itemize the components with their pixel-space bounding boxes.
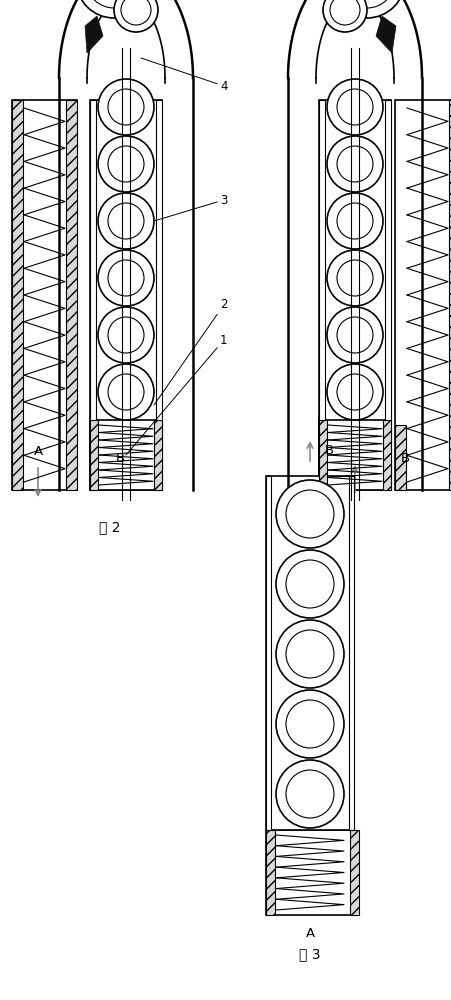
Bar (265, 476, 271, 830)
Text: 1: 1 (126, 334, 227, 455)
Text: 3: 3 (154, 194, 227, 221)
Bar (382, 420, 390, 490)
Bar (90, 420, 161, 490)
Bar (318, 100, 324, 490)
Circle shape (86, 0, 142, 8)
Circle shape (108, 89, 144, 125)
Circle shape (108, 146, 144, 182)
Circle shape (285, 770, 333, 818)
Bar (265, 476, 353, 830)
Circle shape (285, 560, 333, 608)
Circle shape (285, 700, 333, 748)
Circle shape (276, 480, 343, 548)
Circle shape (276, 760, 343, 828)
Circle shape (98, 364, 154, 420)
Circle shape (285, 490, 333, 538)
Polygon shape (85, 16, 103, 53)
Bar (265, 830, 274, 915)
Circle shape (326, 79, 382, 135)
Bar (394, 425, 405, 490)
Circle shape (336, 260, 372, 296)
Text: A: A (33, 445, 42, 458)
Circle shape (326, 136, 382, 192)
Circle shape (98, 79, 154, 135)
Bar (66, 100, 77, 490)
Circle shape (328, 0, 404, 18)
Circle shape (336, 374, 372, 410)
Bar (348, 476, 353, 830)
Circle shape (326, 193, 382, 249)
Bar (384, 100, 390, 490)
Bar (318, 420, 390, 490)
Bar (12, 100, 23, 490)
Circle shape (326, 364, 382, 420)
Text: B: B (400, 452, 409, 465)
Bar (448, 100, 451, 490)
Circle shape (326, 250, 382, 306)
Circle shape (98, 193, 154, 249)
Bar (156, 100, 161, 490)
Bar (154, 420, 161, 490)
Text: 7: 7 (0, 999, 1, 1000)
Circle shape (336, 146, 372, 182)
Text: 图 3: 图 3 (299, 947, 320, 961)
Bar (318, 100, 390, 490)
Circle shape (322, 0, 366, 32)
Bar (265, 830, 353, 915)
Bar (349, 830, 358, 915)
Circle shape (76, 0, 152, 18)
Circle shape (114, 0, 158, 32)
Bar (90, 100, 96, 490)
Bar (394, 100, 451, 490)
Bar (90, 420, 98, 490)
Circle shape (98, 136, 154, 192)
Text: 图 2: 图 2 (99, 520, 120, 534)
Circle shape (329, 0, 359, 25)
Text: 6: 6 (0, 999, 1, 1000)
Circle shape (108, 260, 144, 296)
Circle shape (108, 317, 144, 353)
Polygon shape (375, 16, 395, 53)
Bar (90, 100, 161, 490)
Circle shape (108, 374, 144, 410)
Circle shape (336, 89, 372, 125)
Bar (318, 420, 326, 490)
Circle shape (121, 0, 151, 25)
Circle shape (276, 550, 343, 618)
Circle shape (336, 317, 372, 353)
Text: B: B (115, 452, 124, 465)
Text: 5: 5 (0, 999, 1, 1000)
Circle shape (336, 203, 372, 239)
Circle shape (338, 0, 394, 8)
Text: 2: 2 (154, 298, 227, 405)
Bar (12, 100, 77, 490)
Circle shape (276, 690, 343, 758)
Text: B: B (324, 444, 333, 458)
Circle shape (98, 307, 154, 363)
Circle shape (108, 203, 144, 239)
Circle shape (98, 250, 154, 306)
Circle shape (285, 630, 333, 678)
Text: A: A (305, 927, 314, 940)
Circle shape (276, 620, 343, 688)
Circle shape (326, 307, 382, 363)
Text: 4: 4 (141, 58, 227, 93)
